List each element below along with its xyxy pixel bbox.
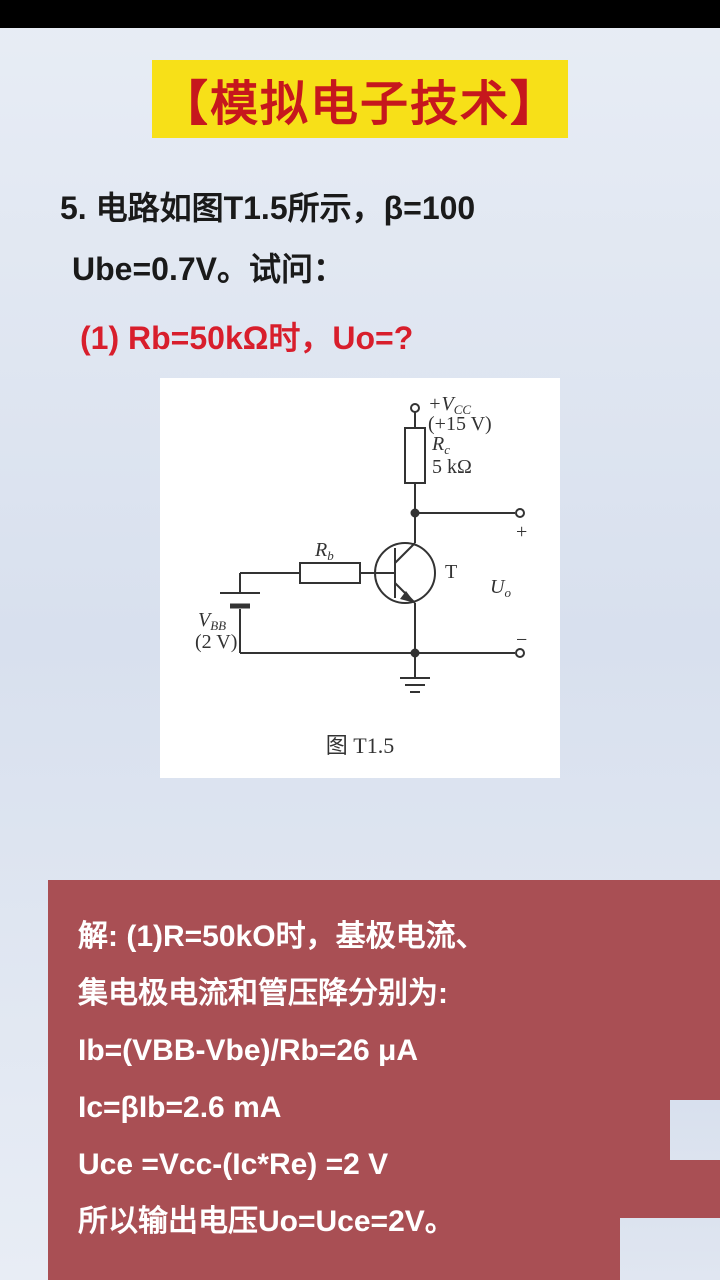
circuit-caption: 图 T1.5 [160,728,560,760]
decorative-notch-1 [670,1100,720,1160]
problem-line-1: 5. 电路如图T1.5所示，β=100 [60,178,660,239]
solution-line-1: 解: (1)R=50kO时，基极电流、 [78,908,690,965]
svg-text:5 kΩ: 5 kΩ [432,456,472,478]
solution-line-6: 所以输出电压Uo=Uce=2V。 [78,1193,690,1250]
svg-text:T: T [445,561,457,583]
circuit-diagram: +VCC (+15 V) Rc 5 kΩ Rb T Uo + − VBB (2 … [160,378,560,778]
solution-line-3: Ib=(VBB-Vbe)/Rb=26 μA [78,1022,690,1079]
solution-box: 解: (1)R=50kO时，基极电流、 集电极电流和管压降分别为: Ib=(VB… [48,880,720,1280]
svg-text:Rb: Rb [314,539,334,563]
problem-statement: 5. 电路如图T1.5所示，β=100 Ube=0.7V。试问： (1) Rb=… [60,178,660,368]
svg-text:+: + [516,521,527,543]
solution-line-4: Ic=βIb=2.6 mA [78,1079,690,1136]
problem-sub-question: (1) Rb=50kΩ时，Uo=? [60,308,660,369]
page-title: 【模拟电子技术】 [152,60,568,138]
decorative-notch-2 [620,1218,720,1280]
circuit-svg: +VCC (+15 V) Rc 5 kΩ Rb T Uo + − VBB (2 … [160,378,560,778]
solution-line-2: 集电极电流和管压降分别为: [78,965,690,1022]
svg-text:Rc: Rc [431,433,450,457]
solution-line-5: Uce =Vcc-(Ic*Re) =2 V [78,1136,690,1193]
problem-line-2: Ube=0.7V。试问： [60,239,660,300]
svg-text:(+15 V): (+15 V) [428,413,492,435]
svg-text:−: − [516,629,527,651]
title-container: 【模拟电子技术】 [0,60,720,138]
svg-text:VBB: VBB [198,609,226,633]
svg-text:Uo: Uo [490,576,511,600]
top-black-bar [0,0,720,28]
svg-text:(2 V): (2 V) [195,631,237,653]
